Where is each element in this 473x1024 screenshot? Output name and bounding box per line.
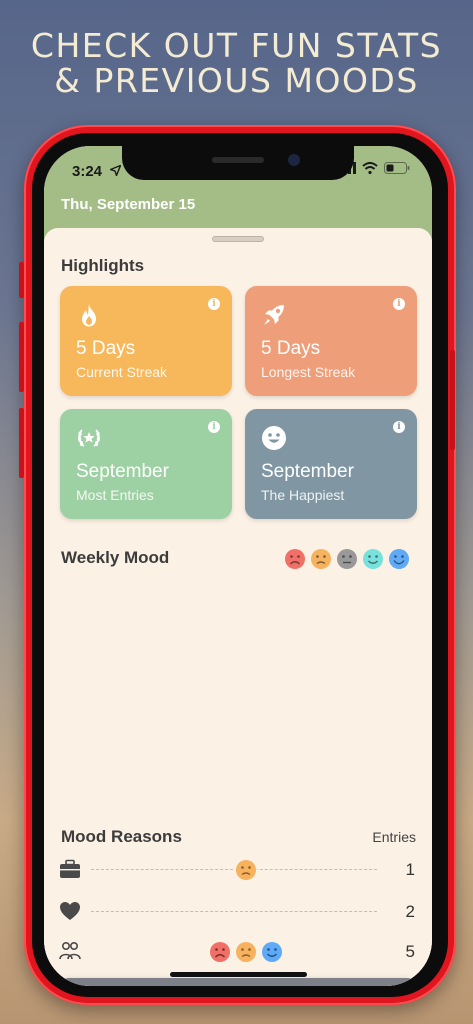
reason-divider xyxy=(91,869,377,870)
smile-face-icon xyxy=(262,942,282,962)
briefcase-icon xyxy=(60,859,80,878)
status-time: 3:24 xyxy=(72,163,103,180)
weekly-mood-chart: 0255075100Sep13Sep14Sep15Sep16Sep17Sep18… xyxy=(44,228,432,528)
reason-row[interactable]: 1 xyxy=(59,856,417,884)
reason-row[interactable]: 5 xyxy=(59,938,417,966)
notch xyxy=(122,146,354,180)
volume-down-button xyxy=(19,408,24,478)
card-the-happiest[interactable]: i September The Happiest xyxy=(245,409,417,519)
smile-face-icon xyxy=(363,549,383,569)
sad-face-icon xyxy=(285,549,305,569)
rocket-icon xyxy=(264,305,284,325)
promo-headline: CHECK OUT FUN STATS & PREVIOUS MOODS xyxy=(0,28,473,98)
reason-count: 5 xyxy=(405,942,415,961)
card-label: Current Streak xyxy=(76,364,168,380)
promo-line-2: & PREVIOUS MOODS xyxy=(54,61,419,100)
heart-icon xyxy=(60,902,80,920)
home-indicator[interactable] xyxy=(170,972,307,977)
highlights-title: Highlights xyxy=(61,256,145,275)
happy-face-icon xyxy=(389,549,409,569)
flame-icon xyxy=(82,304,96,327)
app-screen: 3:24 Thu, September 15 Highlights i 5 Da… xyxy=(44,146,432,986)
card-most-entries[interactable]: i September Most Entries xyxy=(60,409,232,519)
card-current-streak[interactable]: i 5 Days Current Streak xyxy=(60,286,232,396)
date-label: Thu, September 15 xyxy=(61,196,196,213)
info-icon[interactable]: i xyxy=(208,421,220,433)
stats-sheet[interactable]: Highlights i 5 Days Current Streak i 5 D… xyxy=(44,228,432,986)
reason-row[interactable]: 2 xyxy=(59,898,417,926)
smiley-icon xyxy=(262,426,286,450)
sheet-grabber[interactable] xyxy=(212,236,264,242)
silent-switch xyxy=(19,262,24,298)
card-value: September xyxy=(76,461,169,482)
neutral-face-icon xyxy=(337,549,357,569)
wifi-icon xyxy=(362,162,378,174)
info-icon[interactable]: i xyxy=(208,298,220,310)
frown-face-icon xyxy=(311,549,331,569)
card-value: 5 Days xyxy=(76,338,136,359)
frown-face-icon xyxy=(235,859,257,881)
frown-face-icon xyxy=(236,942,256,962)
speaker xyxy=(212,157,264,163)
card-value: September xyxy=(261,461,354,482)
tab-bar: “ xyxy=(64,978,412,986)
laurel-star-icon xyxy=(78,429,100,447)
volume-up-button xyxy=(19,322,24,392)
card-label: Longest Streak xyxy=(261,364,356,380)
card-value: 5 Days xyxy=(261,338,321,359)
card-longest-streak[interactable]: i 5 Days Longest Streak xyxy=(245,286,417,396)
sad-face-icon xyxy=(210,942,230,962)
front-camera xyxy=(288,154,300,166)
battery-icon xyxy=(384,162,410,174)
card-label: Most Entries xyxy=(76,487,154,503)
mood-reasons-title: Mood Reasons xyxy=(61,827,182,846)
entries-column-label: Entries xyxy=(372,829,416,845)
weekly-mood-title: Weekly Mood xyxy=(61,548,170,567)
card-label: The Happiest xyxy=(261,487,345,503)
location-arrow-icon xyxy=(110,165,121,176)
reason-count: 1 xyxy=(405,860,415,879)
power-button xyxy=(450,350,455,450)
reason-count: 2 xyxy=(405,902,415,921)
reason-divider xyxy=(91,911,377,912)
info-icon[interactable]: i xyxy=(393,421,405,433)
promo-line-1: CHECK OUT FUN STATS xyxy=(30,26,443,65)
info-icon[interactable]: i xyxy=(393,298,405,310)
people-icon xyxy=(59,941,81,960)
